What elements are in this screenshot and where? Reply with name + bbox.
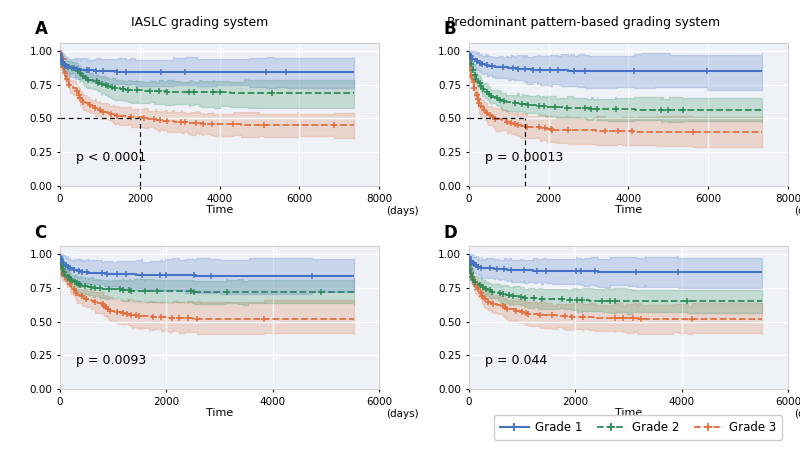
- Text: p = 0.044: p = 0.044: [485, 354, 547, 367]
- Text: B: B: [443, 20, 456, 38]
- Text: p < 0.0001: p < 0.0001: [76, 151, 146, 164]
- X-axis label: Time: Time: [614, 408, 642, 419]
- Text: A: A: [34, 20, 47, 38]
- X-axis label: Time: Time: [614, 205, 642, 215]
- Text: (days): (days): [386, 410, 418, 419]
- Text: (days): (days): [794, 410, 800, 419]
- Text: p = 0.0093: p = 0.0093: [76, 354, 146, 367]
- X-axis label: Time: Time: [206, 205, 234, 215]
- Legend: Grade 1, Grade 2, Grade 3: Grade 1, Grade 2, Grade 3: [494, 415, 782, 440]
- Text: Predominant pattern-based grading system: Predominant pattern-based grading system: [447, 16, 721, 29]
- Text: p = 0.00013: p = 0.00013: [485, 151, 563, 164]
- Text: (days): (days): [386, 206, 418, 216]
- Text: C: C: [34, 224, 46, 242]
- Text: IASLC grading system: IASLC grading system: [131, 16, 269, 29]
- Text: (days): (days): [794, 206, 800, 216]
- X-axis label: Time: Time: [206, 408, 234, 419]
- Text: D: D: [443, 224, 457, 242]
